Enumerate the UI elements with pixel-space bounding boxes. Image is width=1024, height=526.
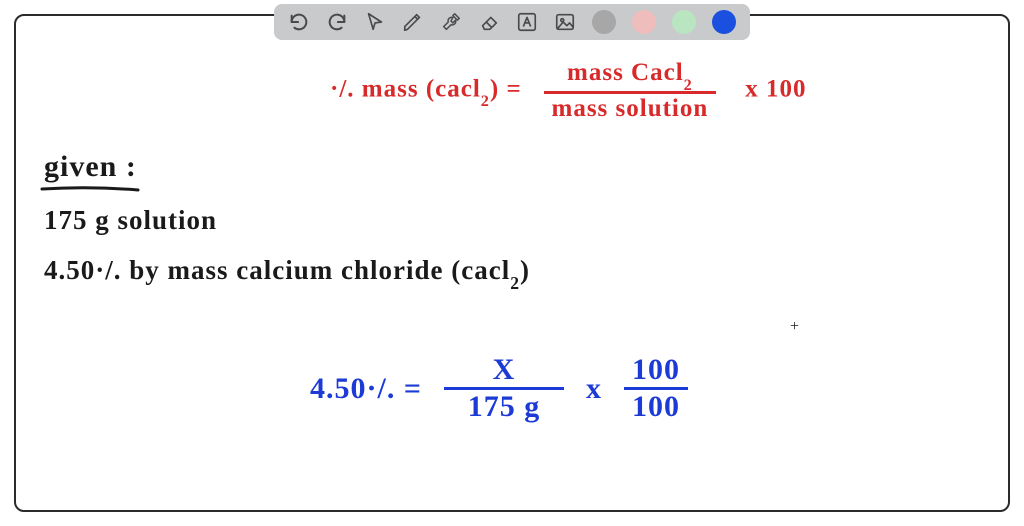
formula-lhs-label: mass (cacl: [362, 75, 481, 102]
cursor-icon[interactable]: [364, 11, 386, 33]
given-underline: [40, 184, 140, 194]
given-heading: given :: [44, 150, 137, 184]
formula-numerator-sub: 2: [684, 76, 693, 94]
given-line-2: 4.50·/. by mass calcium chloride (cacl2): [44, 255, 530, 290]
given-line-1: 175 g solution: [44, 205, 217, 236]
equation-frac1-num: X: [444, 355, 564, 387]
equation-frac-2: 100 100: [624, 355, 688, 422]
formula-lhs-prefix: ·/.: [330, 75, 355, 102]
given-line-2a: 4.50·/. by mass calcium chloride (cacl: [44, 255, 510, 285]
equation-frac2-den: 100: [624, 390, 688, 422]
undo-icon[interactable]: [288, 11, 310, 33]
redo-icon[interactable]: [326, 11, 348, 33]
formula-numerator: mass Cacl: [567, 59, 684, 86]
whiteboard-canvas: ·/. mass (cacl2) = mass Cacl2 mass solut…: [0, 0, 1024, 526]
eraser-icon[interactable]: [478, 11, 500, 33]
equation-frac1-den: 175 g: [460, 390, 549, 422]
given-heading-text: given :: [44, 150, 137, 183]
equation-times: x: [586, 372, 602, 406]
color-swatch-blue[interactable]: [712, 10, 736, 34]
equation-frac-1: X 175 g: [444, 355, 564, 422]
pencil-icon[interactable]: [402, 11, 424, 33]
equation-lhs: 4.50·/. =: [310, 372, 422, 406]
given-line-2b: ): [520, 255, 530, 285]
color-swatch-gray[interactable]: [592, 10, 616, 34]
formula-fraction: mass Cacl2 mass solution: [544, 60, 717, 121]
text-box-icon[interactable]: [516, 11, 538, 33]
given-line-2-sub: 2: [510, 273, 520, 293]
formula-percent-mass: ·/. mass (cacl2) = mass Cacl2 mass solut…: [330, 60, 807, 121]
formula-tail: x 100: [745, 75, 806, 102]
stray-plus-mark: +: [790, 318, 799, 336]
color-swatch-pink[interactable]: [632, 10, 656, 34]
formula-denominator: mass solution: [544, 94, 717, 121]
drawing-toolbar: [274, 4, 750, 40]
equation-frac2-num: 100: [624, 355, 688, 387]
formula-lhs-close: ) =: [490, 75, 522, 102]
image-icon[interactable]: [554, 11, 576, 33]
color-swatch-green[interactable]: [672, 10, 696, 34]
formula-lhs-sub: 2: [481, 92, 490, 110]
tools-icon[interactable]: [440, 11, 462, 33]
equation-solve: 4.50·/. = X 175 g x 100 100: [310, 355, 688, 422]
